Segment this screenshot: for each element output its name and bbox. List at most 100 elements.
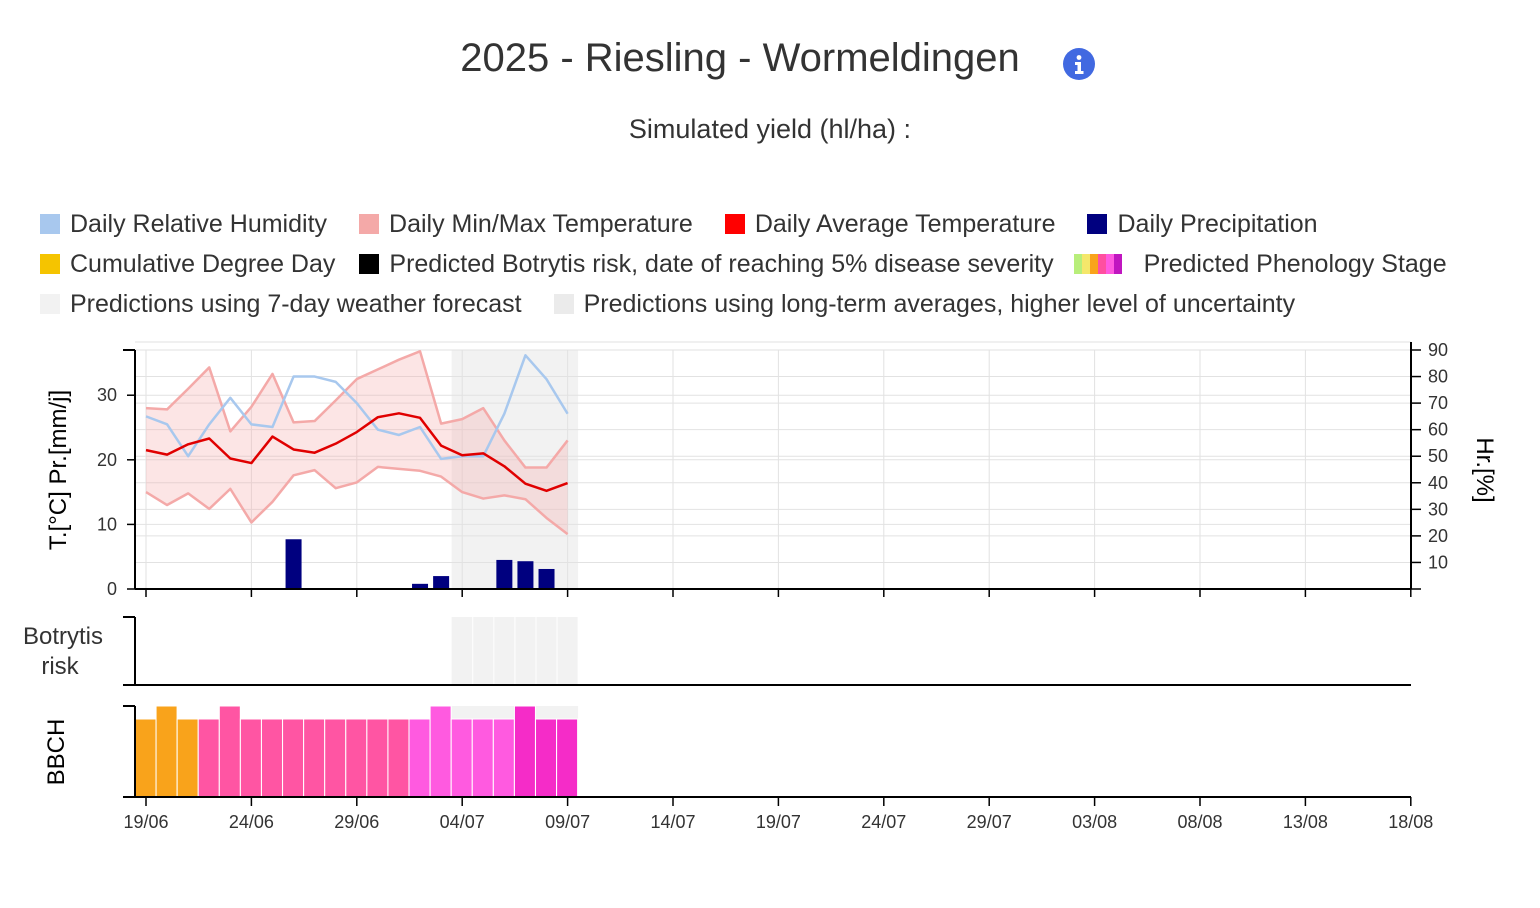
- phenology-swatch: [1073, 254, 1122, 274]
- y-right-tick-label: 30: [1428, 499, 1448, 519]
- legend-label: Predictions using 7-day weather forecast: [70, 289, 522, 318]
- phenology-swatch-segment: [1073, 254, 1082, 274]
- y-axis-left-label: T.[°C] Pr.[mm/j]: [45, 390, 72, 550]
- bbch-bar: [387, 718, 410, 798]
- x-tick-label: 29/07: [967, 812, 1012, 832]
- y-right-tick-label: 20: [1428, 526, 1448, 546]
- longterm-swatch: [553, 294, 574, 314]
- humidity-swatch: [40, 214, 60, 234]
- legend-item-minmax-temperature[interactable]: Daily Min/Max Temperature: [359, 210, 693, 239]
- precipitation-swatch: [1087, 214, 1108, 234]
- chart-title: 2025 - Riesling - Wormeldingen: [460, 36, 1020, 80]
- legend-label: Predicted Phenology Stage: [1143, 249, 1447, 278]
- phenology-swatch-segment: [1089, 254, 1098, 274]
- phenology-swatch-segment: [1113, 254, 1122, 274]
- temp-min-line: [145, 465, 569, 536]
- avg-temp-swatch: [724, 214, 745, 234]
- y-right-tick-label: 50: [1428, 446, 1448, 466]
- legend-item-humidity[interactable]: Daily Relative Humidity: [40, 210, 327, 239]
- bbch-panel-label: BBCH: [43, 719, 70, 786]
- y-left-tick-label: 30: [97, 385, 117, 405]
- bbch-bar: [282, 718, 305, 798]
- x-tick-label: 08/08: [1177, 812, 1222, 832]
- bbch-bar: [429, 705, 452, 798]
- bbch-bar: [366, 718, 389, 798]
- precipitation-bar: [433, 576, 450, 589]
- legend-row: Cumulative Degree Day Predicted Botrytis…: [40, 244, 1510, 284]
- bbch-bar: [535, 718, 558, 798]
- x-tick-label: 19/06: [123, 812, 168, 832]
- legend-item-precipitation[interactable]: Daily Precipitation: [1087, 209, 1318, 239]
- minmax-temp-swatch: [359, 214, 380, 234]
- degree-day-swatch: [40, 254, 60, 274]
- legend: Daily Relative Humidity Daily Min/Max Te…: [40, 204, 1510, 324]
- humidity-line: [145, 354, 569, 461]
- botrytis-panel-label: Botrytis risk: [23, 623, 103, 680]
- y-right-tick-label: 80: [1428, 367, 1448, 387]
- x-tick-label: 04/07: [440, 812, 485, 832]
- phenology-swatch-segment: [1081, 254, 1090, 274]
- bbch-bar: [197, 718, 220, 798]
- bbch-bar: [492, 718, 515, 798]
- bbch-bar: [556, 718, 579, 798]
- legend-item-longterm[interactable]: Predictions using long-term averages, hi…: [553, 289, 1296, 319]
- forecast-shading: [451, 350, 579, 589]
- botrytis-panel-label-line: Botrytis: [23, 623, 103, 650]
- x-tick-label: 29/06: [334, 812, 379, 832]
- forecast-swatch: [40, 294, 60, 314]
- legend-label: Daily Precipitation: [1117, 209, 1318, 238]
- temperature-range-band: [146, 351, 568, 535]
- botrytis-panel-label-line: risk: [41, 653, 79, 680]
- bbch-bar: [155, 705, 178, 798]
- bbch-bar: [239, 718, 262, 798]
- y-left-tick-label: 20: [97, 450, 117, 470]
- temp-avg-line: [145, 412, 569, 493]
- legend-item-phenology[interactable]: Predicted Phenology Stage: [1073, 249, 1447, 279]
- legend-item-degree-day[interactable]: Cumulative Degree Day: [40, 250, 335, 279]
- precipitation-bar: [412, 583, 429, 589]
- y-right-tick-label: 60: [1428, 420, 1448, 440]
- x-tick-label: 18/08: [1388, 812, 1433, 832]
- bbch-bar: [176, 718, 199, 798]
- precipitation-bar: [285, 539, 302, 589]
- bbch-bar: [218, 705, 241, 798]
- x-tick-label: 14/07: [650, 812, 695, 832]
- bbch-bar: [471, 718, 494, 798]
- phenology-swatch-segment: [1097, 254, 1106, 274]
- y-left-tick-label: 0: [107, 579, 117, 599]
- legend-row: Predictions using 7-day weather forecast…: [40, 284, 1510, 324]
- legend-item-forecast[interactable]: Predictions using 7-day weather forecast: [40, 290, 522, 319]
- y-right-tick-label: 90: [1428, 340, 1448, 360]
- y-right-tick-label: 40: [1428, 473, 1448, 493]
- legend-label: Cumulative Degree Day: [70, 249, 336, 278]
- legend-label: Daily Min/Max Temperature: [389, 209, 693, 238]
- bbch-bar: [450, 718, 473, 798]
- bbch-bar: [345, 718, 368, 798]
- x-tick-label: 24/06: [229, 812, 274, 832]
- legend-label: Daily Relative Humidity: [70, 209, 328, 238]
- bbch-bar: [324, 718, 347, 798]
- bbch-bar: [513, 705, 536, 798]
- bbch-bar: [260, 718, 283, 798]
- legend-item-botrytis[interactable]: Predicted Botrytis risk, date of reachin…: [359, 250, 1054, 279]
- y-right-tick-label: 10: [1428, 552, 1448, 572]
- y-right-tick-label: 70: [1428, 393, 1448, 413]
- legend-row: Daily Relative Humidity Daily Min/Max Te…: [40, 204, 1510, 244]
- x-tick-label: 03/08: [1072, 812, 1117, 832]
- x-tick-label: 13/08: [1283, 812, 1328, 832]
- x-tick-label: 19/07: [756, 812, 801, 832]
- y-axis-right-label: Hr.[%]: [1471, 437, 1498, 502]
- legend-item-average-temperature[interactable]: Daily Average Temperature: [724, 209, 1056, 239]
- precipitation-bar: [538, 568, 555, 589]
- legend-label: Daily Average Temperature: [754, 209, 1056, 238]
- bbch-bar: [408, 718, 431, 798]
- precipitation-bar: [517, 561, 534, 589]
- legend-label: Predictions using long-term averages, hi…: [583, 289, 1296, 318]
- y-left-tick-label: 10: [97, 514, 117, 534]
- precipitation-bar: [496, 559, 513, 589]
- info-icon[interactable]: [1063, 48, 1095, 80]
- botrytis-swatch: [359, 254, 380, 274]
- phenology-swatch-segment: [1105, 254, 1114, 274]
- bbch-bar: [303, 718, 326, 798]
